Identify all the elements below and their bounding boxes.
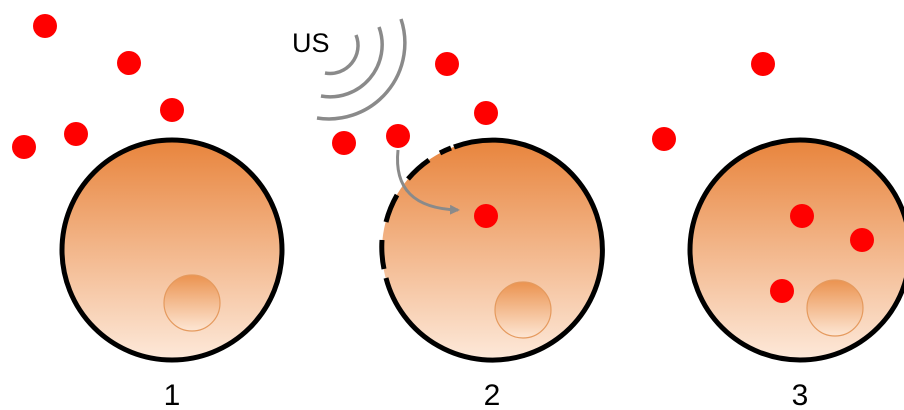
ultrasound-waves [316,18,407,121]
cell-membrane [59,137,285,363]
cell-1 [59,137,285,363]
particle [652,127,676,151]
membrane-dash [383,193,400,223]
particles-1 [12,14,184,159]
membrane-dash [379,239,387,270]
particle [332,131,356,155]
cell-3 [687,137,904,363]
membrane-arc [383,137,605,363]
particle [117,51,141,75]
us-label: US [292,28,330,58]
particle [751,52,775,76]
particle [790,204,814,228]
wave [324,34,360,76]
particle [474,204,498,228]
membrane-dash [406,157,431,181]
nucleus [494,281,552,339]
step-label: 2 [484,379,501,410]
particle [33,14,57,38]
particle [850,228,874,252]
particle [160,98,184,122]
cell-membrane [687,137,904,363]
wave [320,26,384,99]
particle [64,122,88,146]
particle [386,124,410,148]
step-label: 3 [792,379,809,410]
permeabilized-membrane [379,137,605,363]
cell-2 [379,137,605,363]
step-label: 1 [164,379,181,410]
particles-2 [332,52,498,228]
particles-3 [652,52,874,303]
uptake-arrow [396,149,460,215]
nucleus [806,279,864,337]
membrane-dash [438,145,452,156]
nucleus [163,274,221,332]
wave [316,18,407,121]
particle [474,101,498,125]
particle [435,52,459,76]
particle [12,135,36,159]
particle [770,279,794,303]
